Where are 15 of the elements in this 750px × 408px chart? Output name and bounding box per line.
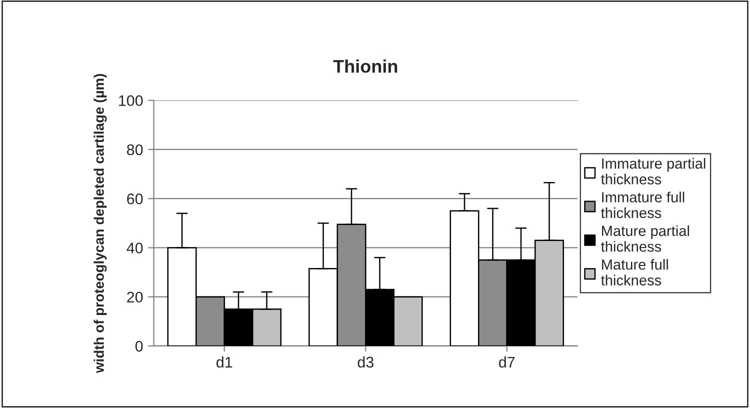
y-axis-title: width of proteoglycan depleted cartilage (µm) bbox=[94, 74, 107, 374]
y-tick-label: 60 bbox=[127, 193, 143, 204]
x-tick-label: d3 bbox=[358, 356, 374, 368]
x-tick-label: d1 bbox=[216, 356, 232, 368]
y-tick-label: 20 bbox=[127, 292, 143, 303]
legend-label: Mature partial thickness bbox=[601, 225, 690, 252]
y-tick-label: 0 bbox=[135, 340, 143, 352]
y-tick-label: 40 bbox=[126, 242, 143, 254]
chart-title: Thionin bbox=[333, 60, 398, 73]
legend-label: Immature partial thickness bbox=[601, 158, 706, 184]
y-tick-label: 100 bbox=[119, 95, 143, 106]
legend-label: Mature full thickness bbox=[601, 259, 668, 286]
legend-label: Immature full thickness bbox=[601, 192, 684, 218]
x-tick-label: d7 bbox=[499, 356, 515, 368]
y-tick-label: 80 bbox=[127, 144, 143, 156]
